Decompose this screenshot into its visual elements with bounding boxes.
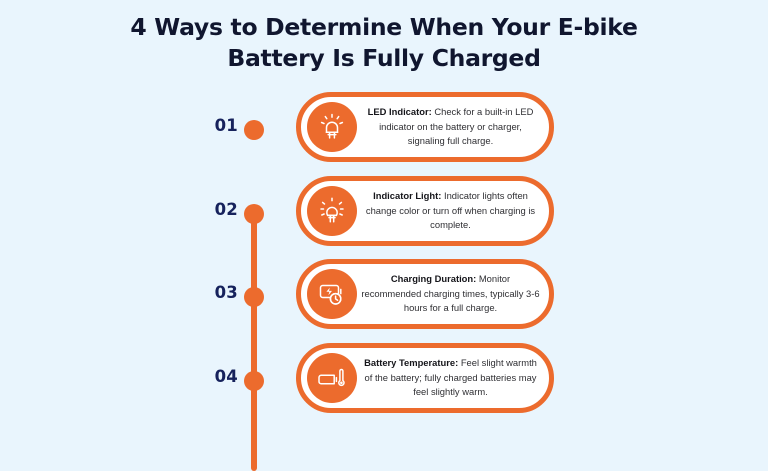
step-number-04: 04: [214, 367, 238, 386]
step-lead-04: Battery Temperature:: [364, 357, 459, 369]
step-body-04: Feel slight warmth of the battery; fully…: [364, 357, 537, 398]
timeline-step-04: 04 Battery Temperature: Feel slight warm…: [0, 343, 768, 415]
battery-thermometer-icon: [307, 353, 357, 403]
timeline-node-04: [244, 371, 264, 391]
timeline-step-02: 02: [0, 176, 768, 248]
step-lead-03: Charging Duration:: [390, 273, 477, 285]
step-card-03[interactable]: Charging Duration: Monitor recommended c…: [296, 259, 554, 329]
step-body-03: Monitor recommended charging times, typi…: [361, 273, 540, 314]
timeline: 01: [0, 92, 768, 471]
timeline-node-02: [244, 204, 264, 224]
indicator-lamp-icon: [307, 186, 357, 236]
step-card-text-04: Battery Temperature: Feel slight warmth …: [361, 356, 540, 400]
step-card-04[interactable]: Battery Temperature: Feel slight warmth …: [296, 343, 554, 413]
timeline-step-01: 01: [0, 92, 768, 164]
step-card-text-01: LED Indicator: Check for a built-in LED …: [361, 105, 540, 149]
page-title: 4 Ways to Determine When Your E-bike Bat…: [0, 12, 768, 74]
step-body-02: Indicator lights often change color or t…: [365, 190, 536, 231]
step-body-01: Check for a built-in LED indicator on th…: [379, 106, 534, 147]
step-card-02[interactable]: Indicator Light: Indicator lights often …: [296, 176, 554, 246]
led-bulb-icon: [307, 102, 357, 152]
title-line-1: 4 Ways to Determine When Your E-bike: [130, 13, 638, 41]
infographic-canvas: 4 Ways to Determine When Your E-bike Bat…: [0, 12, 768, 471]
timeline-node-03: [244, 287, 264, 307]
step-card-01[interactable]: LED Indicator: Check for a built-in LED …: [296, 92, 554, 162]
step-number-03: 03: [214, 283, 238, 302]
battery-clock-icon: [307, 269, 357, 319]
timeline-step-03: 03 Charging Duration: Monitor recommende…: [0, 259, 768, 331]
step-lead-02: Indicator Light:: [373, 190, 442, 202]
step-lead-01: LED Indicator:: [367, 106, 432, 118]
step-card-text-02: Indicator Light: Indicator lights often …: [361, 189, 540, 233]
step-number-01: 01: [214, 116, 238, 135]
title-line-2: Battery Is Fully Charged: [227, 44, 541, 73]
timeline-spine: [251, 219, 257, 471]
timeline-node-01: [244, 120, 264, 140]
step-card-text-03: Charging Duration: Monitor recommended c…: [361, 272, 540, 316]
step-number-02: 02: [214, 200, 238, 219]
